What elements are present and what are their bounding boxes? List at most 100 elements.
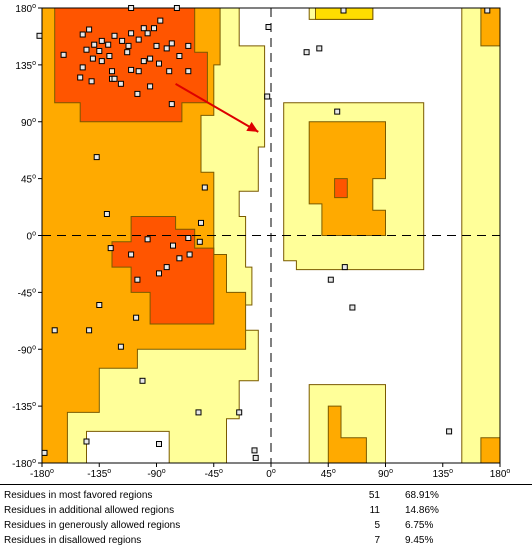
y-tick-label: 180o bbox=[15, 3, 36, 15]
stat-percent: 14.86% bbox=[405, 505, 439, 516]
residue-point bbox=[89, 55, 96, 62]
residue-point bbox=[128, 30, 135, 37]
y-tick-label: 0o bbox=[27, 231, 37, 243]
residue-point bbox=[140, 25, 147, 32]
residue-point bbox=[119, 37, 126, 44]
stat-label: Residues in additional allowed regions bbox=[4, 505, 175, 516]
stat-percent: 9.45% bbox=[405, 535, 434, 546]
residue-point bbox=[236, 409, 243, 416]
residue-point bbox=[252, 454, 259, 461]
stat-percent: 6.75% bbox=[405, 520, 434, 531]
arrow-head bbox=[246, 121, 259, 132]
residue-point bbox=[147, 83, 154, 90]
residue-point bbox=[79, 31, 86, 38]
residue-point bbox=[144, 236, 151, 243]
additional-allowed-region bbox=[480, 7, 501, 47]
stat-count: 51 bbox=[368, 490, 380, 501]
arrow-shaft bbox=[175, 82, 259, 133]
stat-count: 7 bbox=[374, 535, 380, 546]
residue-point bbox=[134, 276, 141, 283]
additional-allowed-region bbox=[480, 437, 501, 464]
stat-label: Residues in most favored regions bbox=[4, 490, 153, 501]
y-tick-label: -45o bbox=[18, 287, 36, 299]
residue-point bbox=[185, 68, 192, 75]
stat-row-most-favored: Residues in most favored regions 51 68.9… bbox=[0, 490, 532, 504]
most-favored-region bbox=[54, 7, 208, 123]
residue-point bbox=[163, 45, 170, 52]
residue-point bbox=[103, 211, 110, 217]
residue-point bbox=[117, 343, 124, 350]
residue-point bbox=[176, 53, 183, 59]
residue-point bbox=[86, 26, 93, 33]
stat-label: Residues in generously allowed regions bbox=[4, 520, 181, 531]
x-tick-label: -45o bbox=[205, 468, 223, 480]
residue-point bbox=[185, 42, 192, 49]
ramachandran-plot: -180o -135o -90o -45o 0o 45o 90o 135o 180o 180o1… bbox=[12, 3, 510, 480]
residue-point bbox=[106, 53, 113, 59]
residue-point bbox=[327, 276, 334, 283]
residue-point bbox=[170, 242, 176, 249]
region-statistics: Residues in most favored regions 51 68.9… bbox=[0, 484, 532, 551]
residue-point bbox=[166, 68, 173, 75]
residue-point bbox=[96, 302, 103, 308]
residue-point bbox=[111, 75, 118, 82]
residue-point bbox=[156, 270, 162, 277]
residue-point bbox=[147, 55, 154, 62]
residue-point bbox=[83, 438, 90, 445]
residue-point bbox=[133, 314, 140, 321]
residue-point bbox=[185, 235, 192, 241]
residue-point bbox=[196, 238, 203, 245]
residue-point bbox=[484, 7, 491, 14]
residue-point bbox=[163, 264, 170, 271]
residue-points bbox=[36, 5, 491, 461]
stat-row-additional-allowed: Residues in additional allowed regions 1… bbox=[0, 505, 532, 519]
residue-point bbox=[107, 245, 114, 252]
reference-lines bbox=[42, 8, 500, 463]
residue-point bbox=[77, 74, 84, 81]
x-axis-ticks: -180o -135o -90o -45o 0o 45o 90o 135o 180o bbox=[30, 463, 510, 480]
residue-point bbox=[91, 41, 98, 48]
residue-point bbox=[168, 101, 175, 108]
residue-point bbox=[446, 428, 453, 435]
y-axis-ticks: 180o 135o 90o 45o 0o -45o -90o -135o -180o bbox=[12, 3, 42, 470]
residue-point bbox=[316, 45, 323, 52]
residue-point bbox=[93, 154, 100, 161]
residue-point bbox=[125, 42, 132, 49]
y-tick-label: 45o bbox=[21, 174, 36, 186]
residue-point bbox=[83, 46, 90, 53]
residue-point bbox=[79, 64, 86, 71]
x-tick-label: 180o bbox=[490, 468, 511, 480]
residue-point bbox=[111, 32, 118, 39]
residue-point bbox=[156, 60, 162, 67]
y-tick-label: 135o bbox=[15, 60, 36, 72]
residue-point bbox=[265, 24, 272, 30]
residue-point bbox=[135, 68, 142, 75]
residue-point bbox=[201, 184, 208, 191]
stat-row-generously-allowed: Residues in generously allowed regions 5… bbox=[0, 520, 532, 534]
residue-point bbox=[157, 17, 164, 24]
x-tick-label: -180o bbox=[30, 468, 54, 480]
residue-point bbox=[264, 93, 271, 100]
residue-point bbox=[303, 49, 310, 56]
x-tick-label: -135o bbox=[87, 468, 111, 480]
y-tick-label: -90o bbox=[18, 344, 36, 356]
residue-point bbox=[60, 51, 67, 58]
residue-point bbox=[41, 449, 48, 456]
most-favored-region bbox=[111, 216, 215, 325]
residue-point bbox=[334, 108, 341, 115]
stat-count: 11 bbox=[369, 505, 380, 516]
residue-point bbox=[128, 251, 135, 258]
residue-point bbox=[144, 30, 151, 37]
residue-point bbox=[198, 219, 204, 226]
stat-count: 5 bbox=[374, 520, 380, 531]
y-tick-label: -135o bbox=[12, 401, 36, 413]
residue-point bbox=[128, 66, 135, 73]
x-tick-label: -90o bbox=[147, 468, 165, 480]
residue-point bbox=[153, 42, 160, 49]
residue-point bbox=[251, 447, 258, 454]
x-tick-label: 90o bbox=[378, 468, 393, 480]
residue-point bbox=[140, 58, 147, 65]
residue-point bbox=[36, 32, 43, 39]
residue-point bbox=[51, 327, 58, 334]
residue-point bbox=[168, 40, 175, 47]
